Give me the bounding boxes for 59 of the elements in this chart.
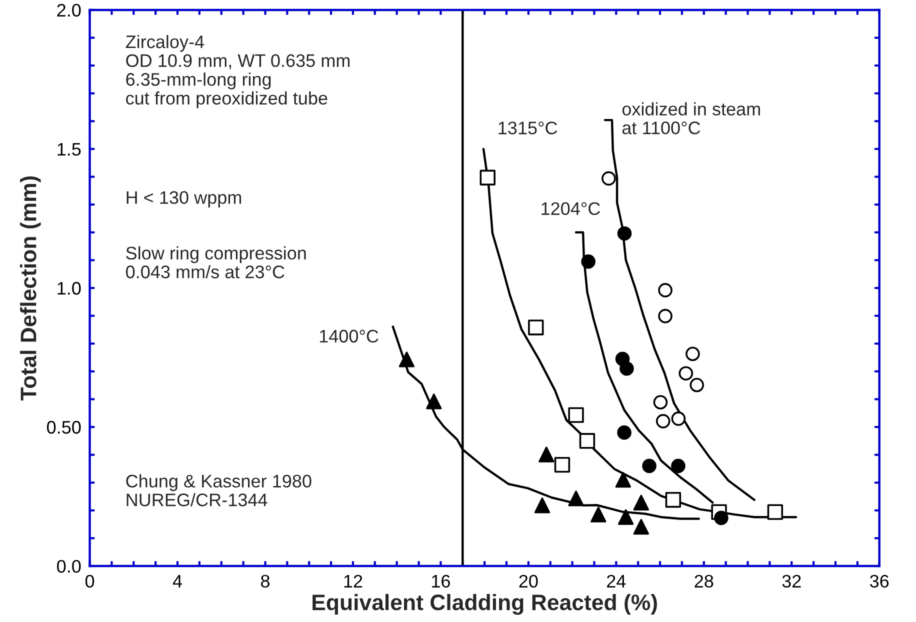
point: [686, 346, 700, 362]
point: [767, 504, 784, 520]
x-tick-label: 0: [85, 574, 94, 588]
y-axis-title: Total Deflection (mm): [20, 176, 41, 400]
point: [671, 458, 686, 474]
point: [579, 433, 596, 449]
x-tick-label: 28: [694, 574, 714, 588]
point: [426, 394, 442, 410]
x-tick-label: 32: [782, 574, 801, 588]
annotation: H < 130 wppm: [126, 191, 242, 208]
line-series: [604, 118, 756, 501]
series-label: oxidized in steam at 1100°C: [622, 102, 760, 134]
point: [538, 446, 554, 462]
point: [617, 425, 632, 440]
point: [658, 283, 672, 298]
y-tick-label: 1.5: [58, 143, 81, 156]
point: [602, 171, 616, 186]
point: [528, 320, 544, 336]
x-tick-label: 8: [260, 574, 270, 588]
series-label: 1204°C: [542, 202, 600, 216]
series-label: 1400°C: [320, 330, 378, 343]
y-tick-label: 0.0: [57, 560, 81, 573]
series-label: 1315°C: [498, 122, 558, 134]
x-tick-label: 36: [870, 574, 889, 588]
point: [620, 361, 634, 376]
point: [568, 407, 584, 423]
point: [671, 412, 686, 426]
x-tick-label: 16: [432, 574, 450, 588]
point: [568, 490, 584, 506]
annotation: Slow ring compression 0.043 mm/s at 23°C: [126, 246, 306, 278]
y-tick-label: 2.0: [57, 4, 81, 17]
point: [480, 170, 496, 186]
x-axis-title: Equivalent Cladding Reacted (%): [312, 594, 657, 615]
x-tick-label: 24: [607, 574, 626, 588]
point: [617, 226, 632, 241]
y-tick-label: 0.50: [47, 420, 81, 434]
y-tick-label: 1.0: [58, 282, 81, 295]
point: [615, 472, 632, 488]
point: [665, 492, 682, 508]
point: [658, 308, 672, 324]
point: [642, 458, 656, 474]
point: [656, 414, 670, 428]
point: [534, 498, 550, 514]
x-tick-label: 12: [344, 574, 362, 588]
point: [633, 518, 650, 535]
x-tick-label: 20: [519, 574, 538, 588]
annotation: Zircaloy-4 OD 10.9 mm, WT 0.635 mm 6.35-mm-long ring cut from preoxidized tube: [126, 34, 350, 108]
point: [554, 456, 570, 473]
annotation: Chung & Kassner 1980 NUREG/CR-1344: [126, 474, 312, 506]
point: [653, 395, 668, 410]
point: [714, 510, 728, 526]
point: [581, 254, 596, 269]
point: [633, 494, 650, 510]
point: [690, 378, 704, 392]
x-tick-label: 4: [172, 575, 182, 588]
point: [678, 366, 694, 380]
point: [618, 509, 634, 525]
point: [590, 506, 606, 522]
point: [398, 352, 415, 368]
